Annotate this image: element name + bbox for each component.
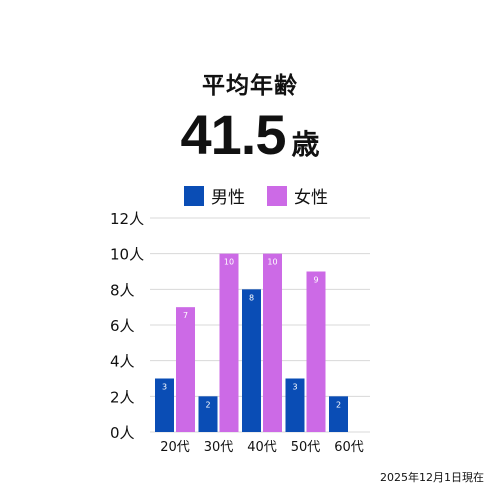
bar-male [329,396,348,432]
bar-female [263,253,282,432]
bar-male [155,378,174,432]
y-tick-label: 2人 [110,388,135,406]
bar-value-label: 8 [249,293,254,302]
bar-value-label: 2 [336,400,341,409]
chart-legend: 男性 女性 [184,183,350,208]
x-tick-label: 40代 [247,440,277,455]
average-age-value: 41.5 [180,103,286,166]
y-tick-label: 6人 [110,317,135,335]
x-tick-label: 20代 [160,440,190,455]
x-tick-label: 60代 [334,440,364,455]
y-tick-label: 12人 [110,210,144,228]
page-title: 平均年齢 [202,73,298,99]
x-tick-label: 50代 [291,440,321,455]
bar-value-label: 10 [224,258,234,267]
bar-male [198,396,218,432]
bar-value-label: 3 [292,383,297,392]
y-tick-label: 4人 [110,353,135,371]
bar-value-label: 10 [267,258,277,267]
legend-item-male: 男性 [184,183,245,208]
legend-label-male: 男性 [211,188,245,208]
bar-male [242,289,261,432]
y-tick-label: 0人 [110,424,135,442]
y-tick-label: 8人 [110,281,135,299]
bar-female [219,253,239,432]
bar-value-label: 3 [162,383,167,392]
legend-swatch-female [267,185,287,206]
x-tick-label: 30代 [204,440,234,455]
date-note: 2025年12月1日現在 [380,471,484,484]
bar-female [176,307,195,432]
average-age-unit: 歳 [291,128,320,161]
bar-value-label: 2 [205,400,210,409]
bar-value-label: 7 [183,311,188,320]
y-tick-label: 10人 [110,246,144,264]
average-age: 41.5 歳 [0,100,500,184]
bar-male [285,378,305,432]
legend-label-female: 女性 [294,188,328,208]
bar-value-label: 9 [313,276,318,285]
legend-item-female: 女性 [267,183,328,208]
bar-female [306,271,326,432]
legend-swatch-male [184,185,204,206]
